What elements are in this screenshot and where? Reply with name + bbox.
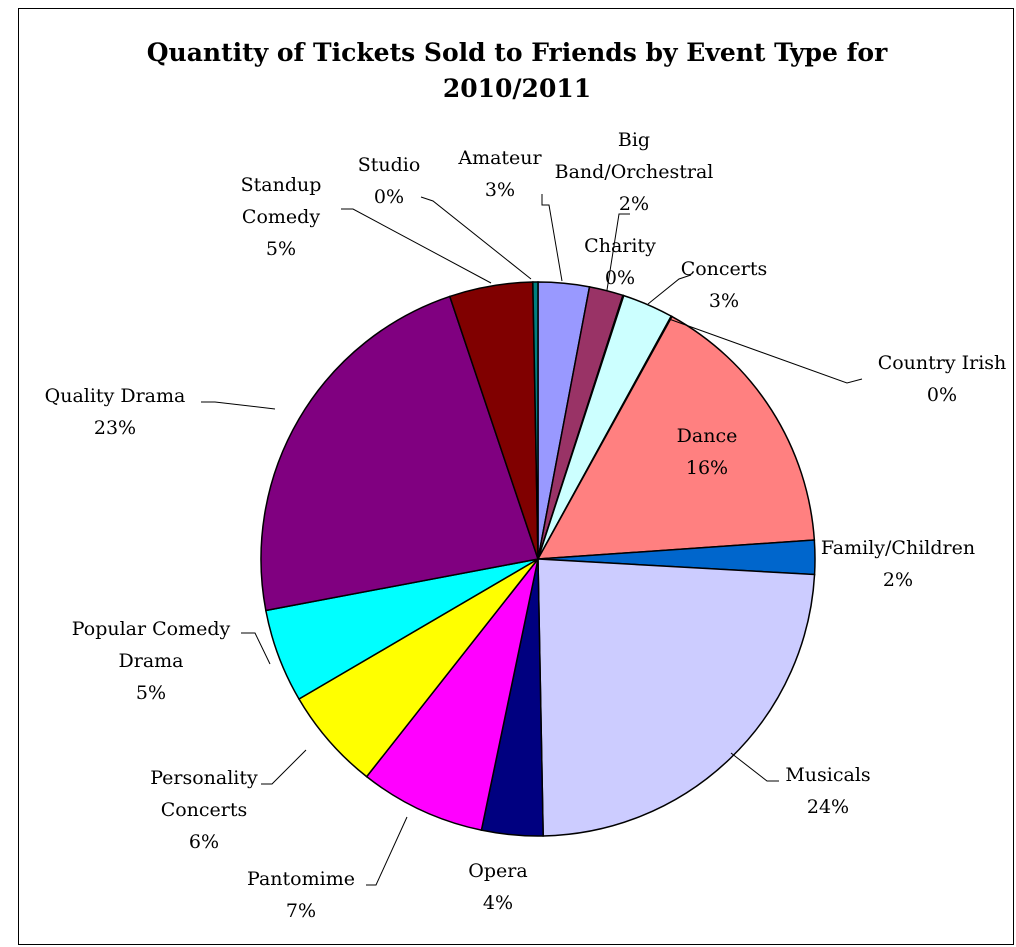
data-label-amateur: Amateur 3%: [457, 147, 542, 201]
data-label-name: Musicals: [785, 764, 870, 786]
data-label-name: Pantomime: [247, 868, 355, 890]
chart-frame: Quantity of Tickets Sold to Friends by E…: [18, 8, 1014, 945]
data-label-concerts: Concerts 3%: [681, 258, 768, 312]
data-label-percent: 3%: [709, 290, 739, 312]
pie-slice-dance: [536, 315, 816, 560]
data-label-name: Quality Drama: [45, 385, 186, 407]
data-label-charity: Charity 0%: [584, 235, 656, 289]
data-label-personality-concerts: Personality Concerts 6%: [150, 767, 258, 853]
data-label-family-children: Family/Children 2%: [821, 537, 975, 591]
data-label-musicals: Musicals 24%: [785, 764, 870, 818]
data-label-name: Big: [618, 129, 650, 151]
pie-slice-studio: [532, 281, 539, 560]
data-label-percent: 23%: [94, 417, 136, 439]
leader-line-concerts: [647, 274, 692, 305]
data-label-percent: 24%: [807, 796, 849, 818]
leader-line-popular-comedy-drama: [241, 632, 271, 665]
leader-line-country-irish: [668, 318, 863, 384]
data-label-percent: 2%: [619, 193, 649, 215]
leader-line-personality-concerts: [261, 749, 307, 785]
data-label-name: Comedy: [242, 206, 320, 228]
data-label-dance: Dance 16%: [677, 425, 738, 479]
leader-line-musicals: [730, 752, 779, 782]
slices-layer: [260, 281, 816, 837]
data-label-percent: 7%: [286, 900, 316, 922]
data-label-name: Personality: [150, 767, 258, 789]
data-label-name: Standup: [241, 174, 322, 196]
data-labels-layer: Amateur 3%Big Band/Orchestral 2%Charity 0% Co…: [45, 129, 1007, 922]
pie-slice-pantomime: [365, 558, 539, 832]
data-label-name: Charity: [584, 235, 656, 257]
pie-slice-musicals: [537, 558, 816, 837]
data-label-name: Drama: [119, 650, 184, 672]
data-label-name: Concerts: [161, 799, 248, 821]
data-label-opera: Opera 4%: [468, 860, 527, 914]
chart-title-line-2: 2010/2011: [443, 74, 591, 103]
data-label-country-irish: Country Irish 0%: [878, 352, 1007, 406]
leader-line-amateur: [541, 194, 563, 282]
data-label-name: Band/Orchestral: [555, 161, 714, 183]
data-label-percent: 3%: [485, 179, 515, 201]
pie-chart: Quantity of Tickets Sold to Friends by E…: [45, 38, 1007, 922]
data-label-name: Opera: [468, 860, 527, 882]
leader-line-big-band-orchestral: [606, 213, 630, 291]
data-label-name: Popular Comedy: [72, 618, 231, 640]
data-label-standup-comedy: Standup Comedy 5%: [241, 174, 322, 260]
data-label-quality-drama: Quality Drama 23%: [45, 385, 186, 439]
data-label-name: Amateur: [457, 147, 542, 169]
data-label-percent: 5%: [136, 682, 166, 704]
data-label-name: Concerts: [681, 258, 768, 280]
data-label-percent: 6%: [189, 831, 219, 853]
data-label-name: Dance: [677, 425, 738, 447]
data-label-percent: 0%: [927, 384, 957, 406]
leader-line-pantomime: [366, 816, 408, 886]
data-label-percent: 5%: [266, 238, 296, 260]
data-label-percent: 0%: [605, 267, 635, 289]
data-label-percent: 0%: [374, 186, 404, 208]
pie-slice-quality-drama: [260, 295, 539, 612]
data-label-percent: 4%: [483, 892, 513, 914]
data-label-name: Country Irish: [878, 352, 1007, 374]
data-label-pantomime: Pantomime 7%: [247, 868, 355, 922]
data-label-popular-comedy-drama: Popular Comedy Drama 5%: [72, 618, 231, 704]
leader-line-standup-comedy: [341, 208, 492, 284]
data-label-big-band-orchestral: Big Band/Orchestral 2%: [555, 129, 714, 215]
data-label-name: Studio: [358, 154, 421, 176]
data-label-percent: 16%: [686, 457, 728, 479]
data-label-percent: 2%: [883, 569, 913, 591]
leader-lines-layer: [201, 194, 863, 886]
data-label-name: Family/Children: [821, 537, 975, 559]
data-label-studio: Studio 0%: [358, 154, 421, 208]
chart-title-line-1: Quantity of Tickets Sold to Friends by E…: [147, 38, 888, 67]
leader-line-quality-drama: [201, 401, 276, 410]
leader-line-studio: [420, 196, 532, 280]
